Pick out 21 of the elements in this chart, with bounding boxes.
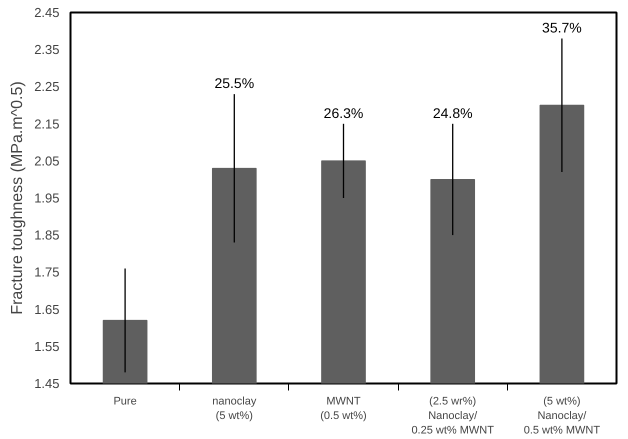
y-tick-label: 2.05 (34, 153, 60, 168)
annotation: 26.3% (324, 104, 364, 121)
x-tick-label: MWNT (0.5 wt%) (320, 396, 367, 422)
y-tick-label: 2.45 (34, 5, 60, 20)
y-tick-label: 1.45 (34, 376, 60, 391)
y-tick-label: 2.35 (34, 42, 60, 58)
y-tick-label: 2.25 (34, 79, 60, 94)
y-tick-label: 2.15 (34, 116, 60, 132)
y-tick-label: 1.75 (34, 264, 60, 280)
y-tick-label: 1.55 (34, 338, 60, 354)
y-tick-label: 1.95 (34, 190, 60, 206)
annotation: 24.8% (432, 104, 473, 121)
y-tick-label: 1.85 (34, 228, 60, 243)
x-tick-label: (2.5 wr%) Nanoclay/ 0.25 wt% MWNT (411, 396, 494, 436)
y-tick-label: 1.65 (34, 302, 60, 317)
annotation: 35.7% (542, 19, 582, 36)
x-tick-label: (5 wt%) Nanoclay/ 0.5 wt% MWNT (524, 396, 600, 436)
y-axis-title: Fracture toughness (MPa.m^0.5) (9, 81, 26, 315)
x-tick-label: nanoclay (5 wt%) (212, 396, 257, 422)
x-tick-label: Pure (113, 396, 137, 408)
annotation: 25.5% (214, 75, 254, 92)
